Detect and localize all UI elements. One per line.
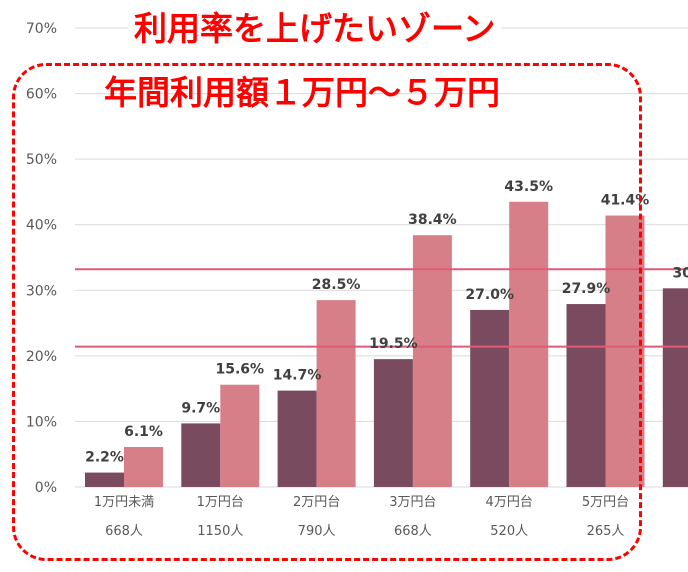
highlight-zone-box (12, 63, 642, 561)
callout-range: 年間利用額１万円～５万円 (104, 73, 500, 112)
bar (662, 288, 688, 487)
data-label: 14.7% (273, 368, 322, 384)
y-tick-label: 40% (26, 218, 57, 234)
x-category-label: 4万円台 (486, 495, 533, 510)
data-label: 27.9% (562, 281, 611, 297)
data-label: 19.5% (369, 336, 418, 352)
y-tick-label: 50% (26, 152, 57, 168)
y-tick-label: 70% (26, 21, 57, 37)
bar (412, 235, 452, 487)
data-label: 15.6% (216, 362, 265, 378)
bar (124, 447, 163, 487)
y-tick-label: 0% (35, 480, 57, 496)
reference-lines (75, 268, 688, 348)
x-category-count: 1150人 (197, 524, 243, 539)
data-label: 2.2% (85, 450, 124, 466)
data-label: 38.4% (408, 212, 457, 228)
bar (85, 472, 124, 487)
x-category-count: 790人 (298, 524, 336, 539)
x-category-label: 3万円台 (389, 495, 436, 510)
bar (373, 359, 413, 487)
bar (220, 384, 260, 487)
x-category-count: 668人 (105, 524, 143, 539)
data-label: 43.5% (504, 179, 553, 195)
bar (181, 423, 221, 487)
bar (509, 201, 549, 487)
x-category-label: 2万円台 (293, 495, 340, 510)
x-axis-categories: 1万円未満 668人 1万円台 1150人 2万円台 790人 3万円台 668人 4万円台 52… (94, 495, 629, 539)
x-category-count: 668人 (394, 524, 432, 539)
y-tick-label: 30% (26, 283, 57, 299)
data-label: 28.5% (312, 277, 361, 293)
x-category-count: 520人 (490, 524, 528, 539)
y-tick-label: 10% (26, 414, 57, 430)
bar (605, 215, 645, 487)
callout-title: 利用率を上げたいゾーン (128, 2, 502, 50)
data-label: 9.7% (181, 400, 220, 416)
data-label: 6.1% (124, 424, 163, 440)
bar (277, 390, 317, 487)
x-category-label: 1万円台 (197, 495, 244, 510)
y-tick-label: 20% (26, 349, 57, 365)
bar (470, 309, 510, 487)
data-label: 27.0% (465, 287, 514, 303)
data-label: 30 (673, 265, 688, 281)
x-category-label: 5万円台 (582, 495, 629, 510)
bar (566, 304, 606, 487)
data-label: 41.4% (601, 193, 650, 209)
bars (85, 201, 688, 487)
bar (316, 300, 356, 487)
gridlines (75, 27, 688, 488)
x-category-label: 1万円未満 (94, 495, 154, 510)
data-labels: 2.2%6.1% 9.7% 15.6% 14.7% 28.5% 19.5% 38.4% 27.… (85, 179, 688, 466)
